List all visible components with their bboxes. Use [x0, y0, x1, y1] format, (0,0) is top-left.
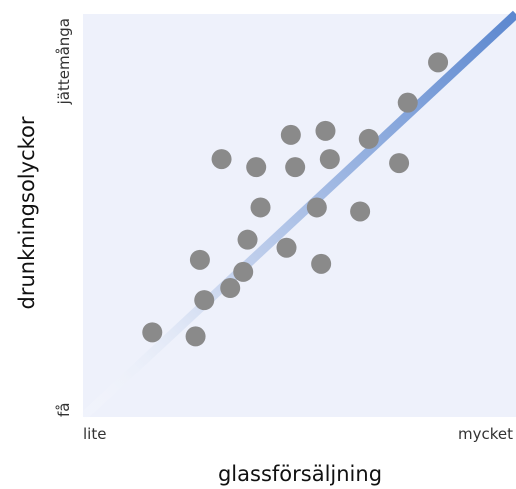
data-point	[233, 261, 254, 282]
data-point	[280, 124, 301, 145]
x-tick-label-low: lite	[83, 425, 106, 443]
data-point	[250, 197, 271, 218]
x-tick-label-high: mycket	[458, 425, 513, 443]
y-tick-label-high: jättemånga	[55, 18, 73, 105]
y-axis-title: drunkningsolyckor	[15, 116, 39, 309]
data-point	[428, 52, 449, 73]
data-point	[142, 322, 163, 343]
data-point	[358, 128, 379, 149]
data-point	[285, 157, 306, 178]
data-point	[319, 149, 340, 170]
data-point	[315, 120, 336, 141]
data-point	[276, 237, 297, 258]
data-point	[397, 92, 418, 113]
data-point	[211, 149, 232, 170]
data-point	[237, 229, 258, 250]
data-point	[389, 153, 410, 174]
data-point	[246, 157, 267, 178]
trend-line	[79, 10, 516, 421]
y-tick-label-low: få	[55, 403, 73, 417]
data-point	[189, 249, 210, 270]
data-point	[220, 278, 241, 299]
data-point	[350, 201, 371, 222]
x-axis-title: glassförsäljning	[218, 462, 382, 486]
data-point	[185, 326, 206, 347]
data-point	[194, 290, 215, 311]
data-point	[306, 197, 327, 218]
data-point	[311, 253, 332, 274]
data-points	[142, 52, 449, 347]
